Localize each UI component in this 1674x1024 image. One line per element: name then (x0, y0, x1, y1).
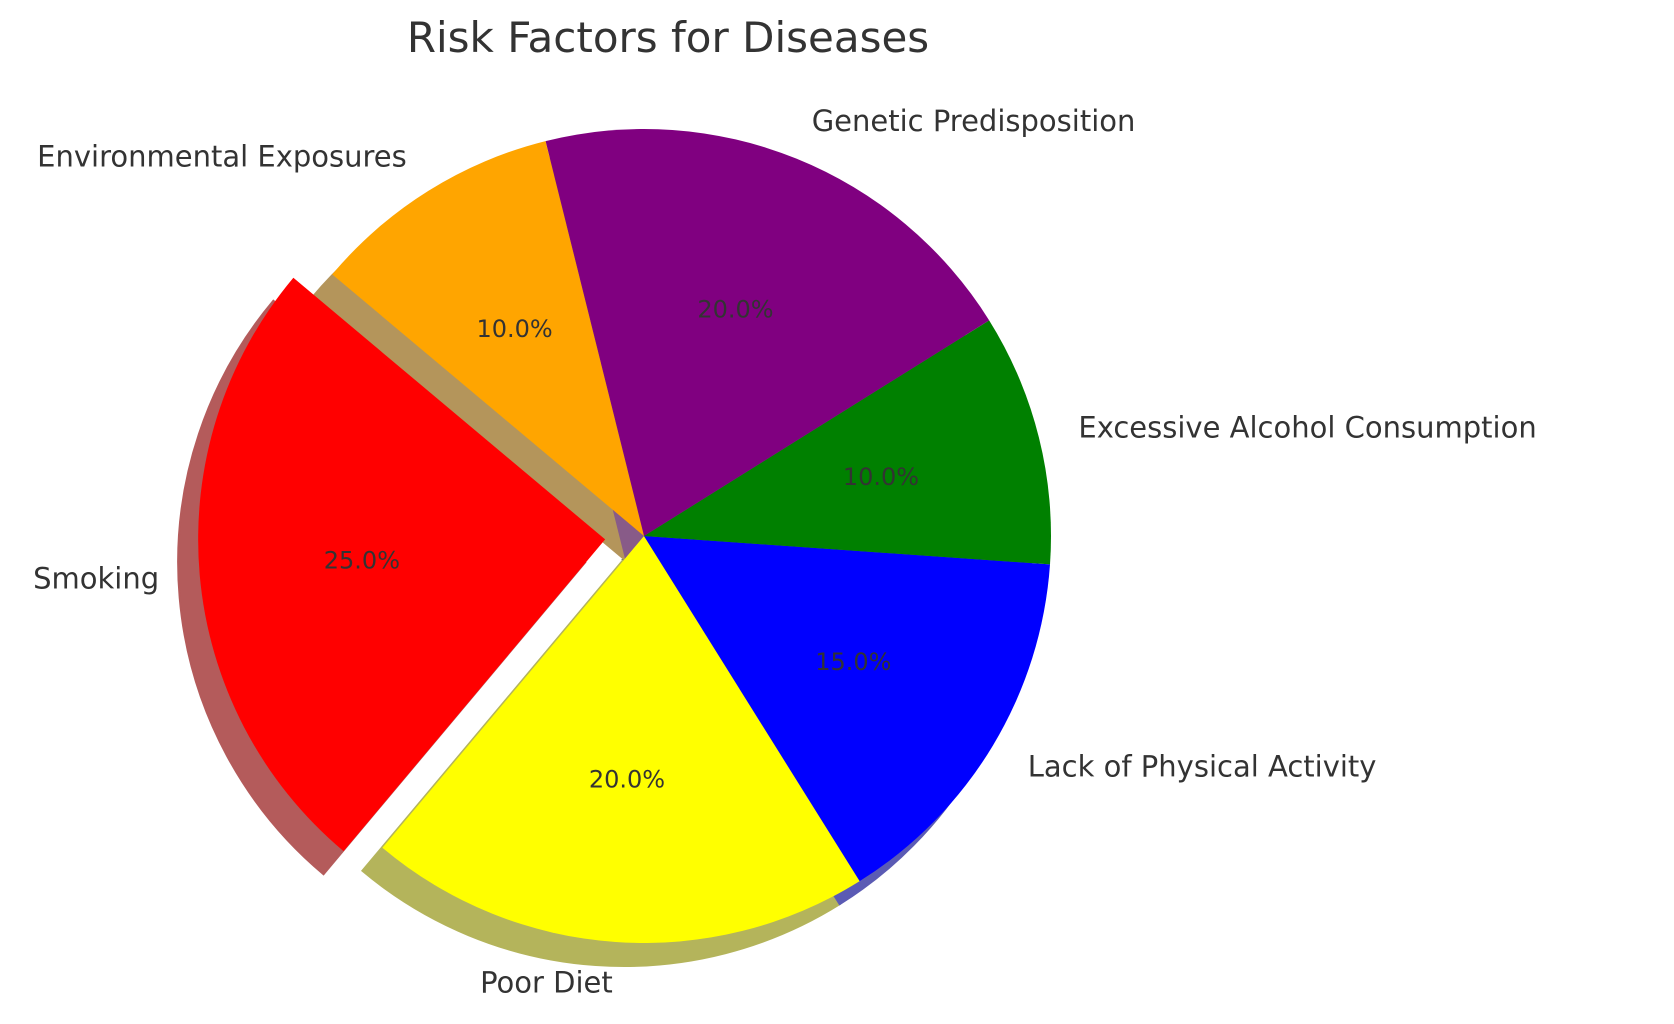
pie-slice-excessive-alcohol-consumption (644, 320, 1051, 565)
slice-label-excessive-alcohol-consumption: Excessive Alcohol Consumption (1078, 411, 1536, 445)
pie-slice-genetic-predisposition (545, 129, 990, 536)
pie-slice-poor-diet (382, 536, 860, 943)
pct-label-genetic-predisposition: 20.0% (697, 296, 773, 324)
chart-title: Risk Factors for Diseases (407, 13, 929, 62)
pct-label-smoking: 25.0% (324, 547, 400, 575)
slice-label-environmental-exposures: Environmental Exposures (37, 139, 407, 173)
pct-label-environmental-exposures: 10.0% (476, 315, 552, 343)
slice-label-lack-of-physical-activity: Lack of Physical Activity (1028, 750, 1377, 784)
slice-label-poor-diet: Poor Diet (480, 966, 613, 1000)
pct-label-lack-of-physical-activity: 15.0% (815, 648, 891, 676)
pct-label-excessive-alcohol-consumption: 10.0% (843, 463, 919, 491)
pie-slice-environmental-exposures (332, 141, 644, 536)
slice-label-smoking: Smoking (33, 561, 159, 595)
pie-slice-smoking (198, 277, 606, 852)
slice-label-genetic-predisposition: Genetic Predisposition (812, 104, 1136, 138)
pct-label-poor-diet: 20.0% (589, 766, 665, 794)
slice-layer (198, 129, 1051, 943)
label-layer: 25.0% Smoking 20.0% Poor Diet 15.0% Lack of P… (33, 104, 1537, 1000)
pie-slice-lack-of-physical-activity (644, 536, 1051, 882)
